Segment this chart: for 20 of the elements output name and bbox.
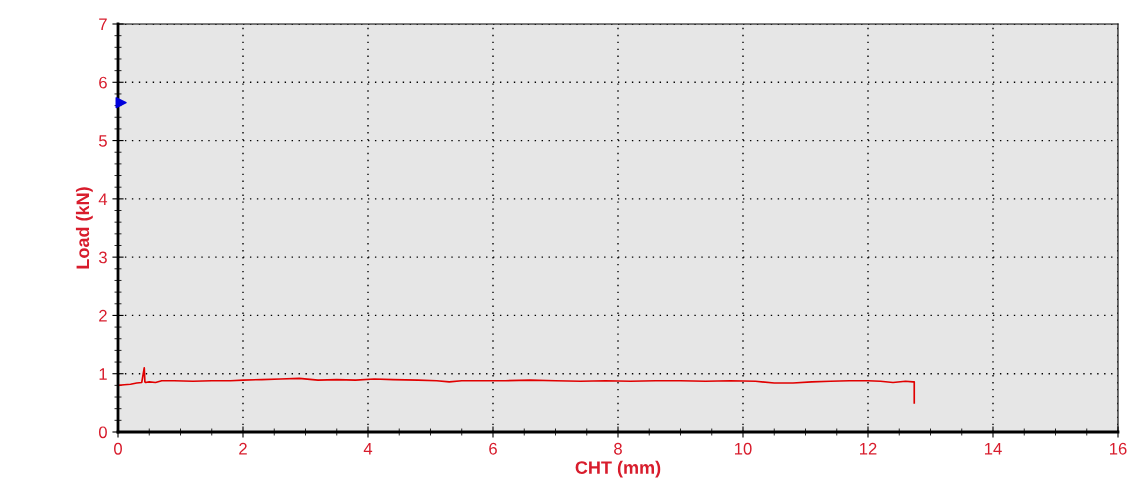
x-tick-label: 12 (860, 442, 877, 455)
y-tick-label: 4 (98, 193, 108, 205)
x-tick-label: 4 (363, 443, 373, 455)
y-axis-title: Load (kN) (75, 187, 93, 269)
x-tick-label: 2 (239, 442, 247, 455)
y-tick-label: 1 (99, 368, 107, 380)
x-tick-label: 14 (985, 443, 1002, 455)
x-tick-label: 16 (1110, 442, 1127, 455)
x-axis-title: CHT (mm) (575, 460, 661, 478)
y-tick-label: 2 (99, 309, 107, 322)
x-tick-label: 6 (489, 442, 497, 455)
y-tick-label: 6 (99, 76, 107, 89)
x-tick-label: 8 (614, 442, 622, 455)
x-tick-label: 0 (114, 442, 122, 455)
line-series (118, 367, 916, 404)
y-tick-label: 0 (98, 426, 107, 439)
x-tick-label: 10 (735, 442, 752, 455)
y-tick-label: 3 (98, 251, 107, 264)
y-tick-label: 5 (98, 135, 107, 147)
y-tick-label: 7 (99, 18, 107, 31)
